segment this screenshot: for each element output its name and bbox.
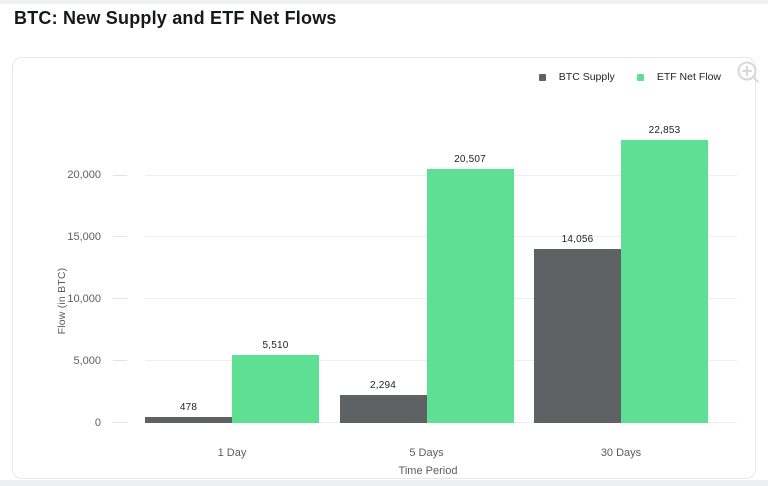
x-axis-category-label: 30 Days: [600, 447, 642, 459]
y-axis-tick: [113, 174, 127, 176]
bar-etf-net-flow[interactable]: [621, 140, 708, 423]
legend-label-btc-supply: BTC Supply: [558, 71, 615, 83]
x-axis-title: Time Period: [398, 465, 458, 477]
legend-label-etf-net-flow: ETF Net Flow: [656, 71, 721, 83]
y-axis-tick: [113, 298, 127, 300]
bar-value-label: 478: [179, 402, 198, 414]
y-axis-tick: [113, 422, 127, 423]
plot-area: Time Period 0 5,000 10,000 15,000 20,000 478 5…: [67, 125, 737, 477]
chart-legend: BTC Supply ETF Net Flow: [538, 71, 721, 83]
bar-etf-net-flow[interactable]: [232, 354, 319, 423]
top-edge-strip: [0, 0, 768, 4]
bar-btc-supply[interactable]: [534, 249, 621, 423]
x-axis-category-label: 1 Day: [217, 447, 247, 459]
y-axis-tick-label: 15,000: [67, 230, 101, 243]
y-axis-tick-label: 10,000: [67, 292, 101, 305]
y-axis-tick-label: 20,000: [67, 169, 101, 181]
bar-value-label: 20,507: [454, 154, 486, 166]
x-axis-category-label: 5 Days: [409, 447, 444, 459]
legend-swatch-btc-supply: [538, 73, 546, 81]
bar-value-label: 2,294: [369, 379, 397, 391]
bar-btc-supply[interactable]: [145, 417, 232, 423]
bar-value-label: 22,853: [648, 125, 681, 137]
bottom-edge-strip: [0, 480, 768, 486]
bar-value-label: 14,056: [561, 234, 594, 246]
legend-swatch-etf-net-flow: [636, 73, 644, 81]
page-title: BTC: New Supply and ETF Net Flows: [14, 8, 337, 28]
y-axis-tick-label: 5,000: [73, 354, 101, 367]
legend-item-etf-net-flow[interactable]: ETF Net Flow: [636, 71, 721, 83]
y-axis-tick: [113, 360, 127, 362]
bar-value-label: 5,510: [262, 339, 289, 351]
y-axis-tick: [113, 236, 127, 238]
chart-card: BTC Supply ETF Net Flow Flow (in BTC) Ti…: [12, 57, 759, 479]
bar-etf-net-flow[interactable]: [426, 169, 514, 423]
bar-btc-supply[interactable]: [339, 394, 427, 423]
y-axis-tick-label: 0: [94, 416, 101, 429]
legend-item-btc-supply[interactable]: BTC Supply: [538, 71, 615, 83]
zoom-in-icon[interactable]: [732, 58, 762, 88]
